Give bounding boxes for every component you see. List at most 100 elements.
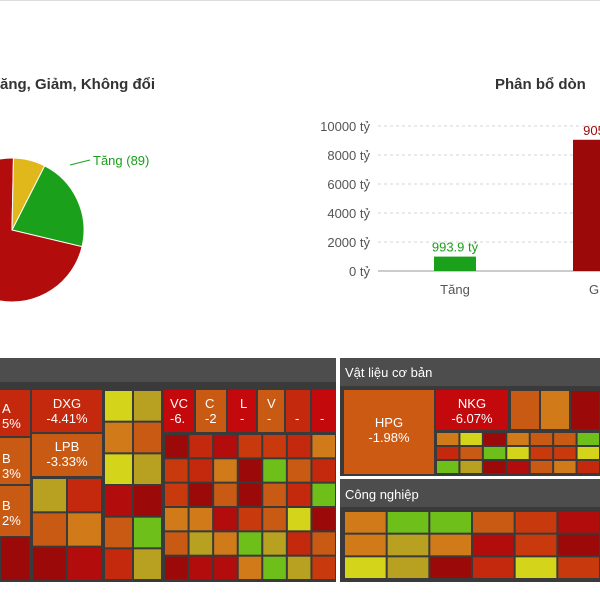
treemap-tile[interactable] xyxy=(312,508,335,531)
treemap-tile[interactable] xyxy=(345,534,386,556)
treemap-tile[interactable] xyxy=(460,461,482,473)
treemap-tile[interactable] xyxy=(473,557,514,578)
treemap-tile[interactable] xyxy=(68,479,101,512)
tile-b2[interactable]: B 2% xyxy=(0,486,30,536)
treemap-tile[interactable] xyxy=(68,547,101,580)
treemap-tile[interactable] xyxy=(515,557,557,578)
treemap-tile[interactable] xyxy=(483,447,506,459)
treemap-tile[interactable] xyxy=(238,435,262,458)
treemap-tile[interactable] xyxy=(189,508,213,531)
treemap-tile[interactable] xyxy=(263,435,286,458)
treemap-tile[interactable] xyxy=(312,532,335,555)
treemap-tile[interactable] xyxy=(105,454,132,484)
treemap-tile[interactable] xyxy=(312,556,335,579)
treemap-tile[interactable] xyxy=(554,433,576,445)
treemap-tile[interactable] xyxy=(571,391,599,429)
treemap-tile[interactable] xyxy=(189,459,213,482)
treemap-tile[interactable] xyxy=(165,556,188,579)
treemap-tile[interactable] xyxy=(189,435,213,458)
treemap-tile[interactable] xyxy=(530,447,553,459)
treemap-tile[interactable] xyxy=(312,459,335,482)
tile-c[interactable]: C -2 xyxy=(196,390,226,432)
treemap-tile[interactable] xyxy=(312,483,335,506)
treemap-tile[interactable] xyxy=(554,461,576,473)
tile-l[interactable]: L - xyxy=(228,390,256,432)
bar-1[interactable] xyxy=(573,139,600,271)
treemap-tile[interactable] xyxy=(68,513,101,546)
treemap-tile[interactable] xyxy=(189,556,213,579)
bar-0[interactable] xyxy=(434,256,476,271)
treemap-tile[interactable] xyxy=(483,433,506,445)
tile-small-1[interactable]: - xyxy=(286,390,310,432)
tile-small-2[interactable]: - xyxy=(312,390,336,432)
treemap-tile[interactable] xyxy=(345,512,386,533)
treemap-tile[interactable] xyxy=(577,447,599,459)
pie-slice-1[interactable] xyxy=(0,157,83,303)
treemap-tile[interactable] xyxy=(287,556,311,579)
treemap-tile[interactable] xyxy=(437,461,459,473)
treemap-tile[interactable] xyxy=(530,461,553,473)
treemap-tile[interactable] xyxy=(577,461,599,473)
treemap-tile[interactable] xyxy=(507,447,529,459)
treemap-tile[interactable] xyxy=(437,433,459,445)
treemap-tile[interactable] xyxy=(134,486,161,516)
treemap-tile[interactable] xyxy=(165,435,188,458)
treemap-tile[interactable] xyxy=(511,391,539,429)
treemap-tile[interactable] xyxy=(238,483,262,506)
treemap-tile[interactable] xyxy=(430,512,471,533)
treemap-tile[interactable] xyxy=(287,435,311,458)
treemap-tile[interactable] xyxy=(214,532,237,555)
treemap-tile[interactable] xyxy=(558,512,599,533)
tile-dxg[interactable]: DXG -4.41% xyxy=(32,390,102,432)
tile-b1[interactable]: B 3% xyxy=(0,438,30,484)
treemap-tile[interactable] xyxy=(530,433,553,445)
tile-v[interactable]: V - xyxy=(258,390,284,432)
treemap-tile[interactable] xyxy=(577,433,599,445)
treemap-tile[interactable] xyxy=(238,556,262,579)
treemap-tile[interactable] xyxy=(165,483,188,506)
treemap-tile[interactable] xyxy=(387,512,429,533)
treemap-tile[interactable] xyxy=(134,517,161,548)
treemap-tile[interactable] xyxy=(515,512,557,533)
treemap-tile[interactable] xyxy=(312,435,335,458)
treemap-tile[interactable] xyxy=(238,532,262,555)
treemap-tile[interactable] xyxy=(263,459,286,482)
treemap-tile[interactable] xyxy=(105,391,132,421)
treemap-tile[interactable] xyxy=(238,459,262,482)
treemap-tile[interactable] xyxy=(214,508,237,531)
treemap-tile[interactable] xyxy=(165,508,188,531)
treemap-tile[interactable] xyxy=(507,433,529,445)
treemap-tile[interactable] xyxy=(189,532,213,555)
treemap-tile[interactable] xyxy=(541,391,569,429)
treemap-tile[interactable] xyxy=(473,534,514,556)
treemap-tile[interactable] xyxy=(134,549,161,579)
tile-lpb[interactable]: LPB -3.33% xyxy=(32,434,102,476)
treemap-tile[interactable] xyxy=(430,534,471,556)
treemap-tile[interactable] xyxy=(387,557,429,578)
treemap-tile[interactable] xyxy=(287,459,311,482)
treemap-tile[interactable] xyxy=(105,422,132,453)
treemap-tile[interactable] xyxy=(105,486,132,516)
treemap-tile[interactable] xyxy=(105,549,132,579)
treemap-tile[interactable] xyxy=(483,461,506,473)
tile-a[interactable]: A 5% xyxy=(0,390,30,436)
treemap-tile[interactable] xyxy=(287,508,311,531)
treemap-tile[interactable] xyxy=(460,433,482,445)
treemap-tile[interactable] xyxy=(33,547,66,580)
treemap-tile[interactable] xyxy=(473,512,514,533)
treemap-tile[interactable] xyxy=(165,459,188,482)
treemap-tile[interactable] xyxy=(214,459,237,482)
treemap-tile[interactable] xyxy=(558,557,599,578)
treemap-tile[interactable] xyxy=(263,508,286,531)
tile-nkg[interactable]: NKG -6.07% xyxy=(436,390,508,430)
treemap-tile[interactable] xyxy=(460,447,482,459)
treemap-tile[interactable] xyxy=(515,534,557,556)
treemap-tile[interactable] xyxy=(507,461,529,473)
tile-hpg[interactable]: HPG -1.98% xyxy=(344,390,434,474)
treemap-tile[interactable] xyxy=(263,556,286,579)
treemap-tile[interactable] xyxy=(263,532,286,555)
treemap-tile[interactable] xyxy=(105,517,132,548)
treemap-tile[interactable] xyxy=(430,557,471,578)
pie-slice-0[interactable] xyxy=(11,165,85,248)
treemap-tile[interactable] xyxy=(287,532,311,555)
